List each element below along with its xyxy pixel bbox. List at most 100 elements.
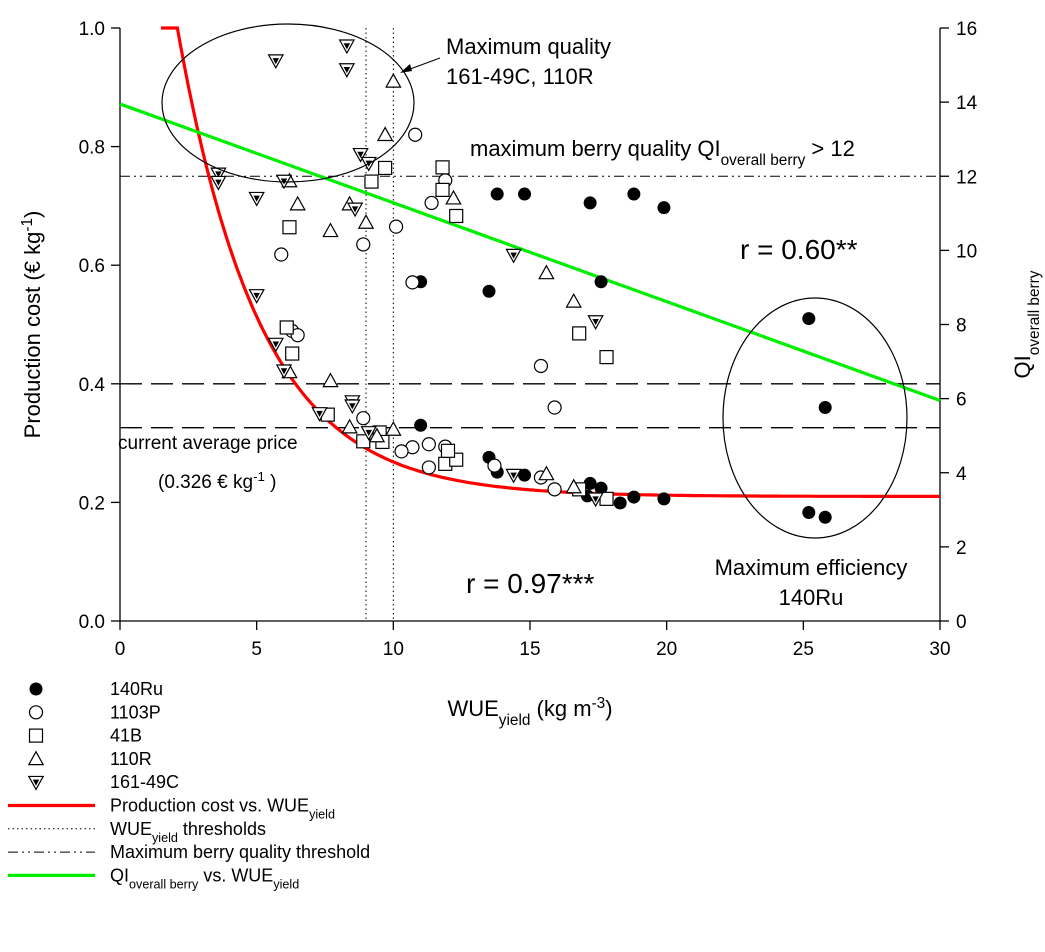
marker-41b: [435, 182, 450, 197]
x-tick-label: 30: [929, 639, 950, 660]
marker-161-49c-inner: [272, 341, 280, 348]
legend: 140Ru 1103P 41B 110R 161-49C Production cost …: [8, 679, 370, 891]
legend-label: Maximum berry quality threshold: [110, 842, 370, 862]
series-41b: [279, 160, 614, 506]
series-161-49c: [210, 39, 604, 508]
marker-140ru: [802, 312, 816, 326]
marker-161-49c-inner: [592, 319, 599, 326]
marker-110r: [368, 427, 386, 443]
marker-161-49c-inner: [351, 206, 359, 213]
marker-1103p: [487, 458, 502, 473]
marker-41b: [572, 326, 587, 341]
marker-1103p: [421, 437, 436, 452]
marker-110r: [289, 195, 306, 211]
marker-110r: [538, 465, 555, 481]
y-left-tick-label: 0.6: [79, 256, 105, 277]
fit-line-qi: [119, 102, 941, 402]
y-right-tick-label: 10: [956, 241, 977, 262]
marker-140ru: [490, 187, 504, 201]
marker-41b: [28, 728, 44, 743]
series-1103p: [274, 127, 562, 497]
y-left-tick-label: 0.2: [79, 493, 105, 514]
marker-140ru: [518, 468, 532, 482]
y-right-tick-label: 8: [956, 316, 967, 337]
annotation-max-efficiency-sub: 140Ru: [779, 585, 844, 610]
marker-41b: [364, 174, 379, 189]
legend-label: 161-49C: [110, 772, 179, 792]
marker-110r: [322, 222, 339, 238]
marker-1103p: [394, 444, 409, 459]
marker-110r: [565, 292, 582, 308]
marker-161-49c-inner: [215, 171, 222, 178]
marker-41b: [440, 443, 456, 458]
y-right-axis-title: QIoverall berry: [1010, 270, 1043, 378]
max-efficiency-ellipse: [722, 297, 908, 539]
legend-label: Production cost vs. WUEyield: [110, 796, 335, 822]
marker-161-49c-inner: [280, 368, 288, 375]
marker-110r: [445, 189, 462, 205]
marker-1103p: [547, 400, 562, 415]
marker-161-49c-inner: [316, 410, 323, 418]
marker-161-49c-inner: [215, 179, 222, 186]
marker-110r: [322, 372, 339, 388]
marker-41b: [599, 350, 614, 365]
x-tick-label: 5: [251, 639, 262, 660]
marker-140ru: [518, 187, 532, 201]
annotation-max-efficiency-title: Maximum efficiency: [715, 555, 908, 580]
marker-161-49c-inner: [32, 779, 40, 786]
marker-161-49c-inner: [272, 58, 280, 65]
marker-140ru: [583, 476, 597, 490]
marker-161-49c-inner: [253, 292, 260, 300]
marker-1103p: [274, 247, 289, 262]
marker-161-49c-inner: [510, 252, 517, 259]
marker-1103p: [356, 237, 371, 252]
marker-140ru: [613, 496, 627, 510]
y-right-tick-label: 16: [956, 19, 977, 40]
marker-140ru: [818, 401, 832, 415]
marker-41b: [282, 220, 297, 235]
marker-140ru: [594, 275, 608, 289]
marker-140ru: [627, 187, 641, 201]
y-left-tick-label: 1.0: [79, 19, 105, 40]
annotation-r-qi: r = 0.60**: [740, 234, 858, 265]
y-right-tick-label: 12: [956, 167, 977, 188]
marker-140ru: [594, 481, 608, 495]
annotation-max-berry-quality: maximum berry quality QIoverall berry > …: [470, 136, 855, 169]
marker-41b: [279, 320, 294, 335]
legend-label: 1103P: [110, 702, 161, 722]
legend-label: QIoverall berry vs. WUEyield: [110, 865, 299, 891]
annotation-r-cost: r = 0.97***: [466, 568, 595, 599]
y-left-tick-label: 0.4: [79, 375, 106, 396]
y-right-tick-label: 14: [956, 93, 978, 114]
annotation-price-line2: (0.326 € kg-1 ): [158, 469, 277, 494]
marker-1103p: [421, 460, 436, 475]
x-tick-label: 20: [656, 639, 677, 660]
plot-area: 0 5 10 15 20 25 30 0.0 0.2 0.4 0.6 0.8 1.0 0 2 4 6 8 10 12 1…: [8, 19, 1043, 891]
marker-1103p: [533, 358, 549, 374]
marker-110r: [538, 264, 555, 280]
marker-140ru: [627, 490, 641, 504]
marker-140ru: [818, 510, 832, 524]
max-quality-arrow-head: [400, 64, 412, 73]
marker-41b: [378, 160, 393, 176]
marker-110r: [385, 421, 402, 436]
marker-161-49c-inner: [510, 472, 517, 479]
legend-label: 140Ru: [110, 679, 163, 699]
marker-161-49c-inner: [253, 195, 260, 202]
marker-41b: [435, 160, 450, 175]
marker-140ru: [802, 505, 816, 519]
marker-110r: [385, 72, 402, 88]
marker-1103p: [547, 482, 562, 497]
marker-140ru: [482, 284, 496, 298]
marker-110r: [565, 478, 582, 494]
y-right-tick-label: 6: [956, 390, 967, 411]
y-right-tick-label: 2: [956, 538, 967, 559]
marker-1103p: [408, 127, 423, 142]
marker-110r: [357, 214, 375, 229]
y-left-tick-label: 0.0: [79, 612, 105, 633]
x-tick-label: 0: [115, 639, 126, 660]
annotation-price-line1: current average price: [118, 433, 298, 454]
max-quality-ellipse: [161, 23, 415, 183]
marker-161-49c-inner: [343, 43, 351, 50]
